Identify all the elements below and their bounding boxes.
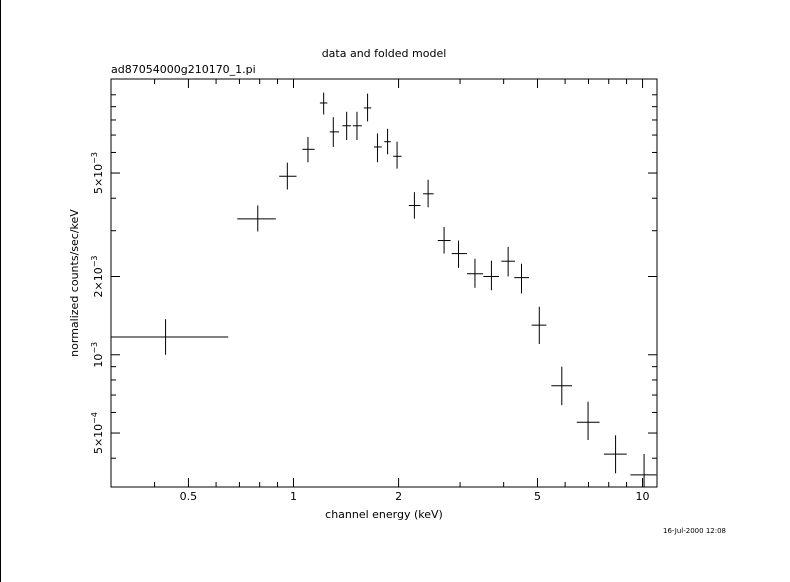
y-tick-exponent: −3 xyxy=(90,255,99,267)
data-point xyxy=(576,401,600,441)
x-tick-label: 10 xyxy=(636,490,650,503)
y-tick-exponent: −3 xyxy=(90,342,99,354)
y-tick-label: 10−3 xyxy=(90,342,105,368)
data-point xyxy=(483,260,500,291)
x-tick-label: 0.5 xyxy=(180,490,198,503)
data-points xyxy=(111,92,657,487)
data-point xyxy=(373,133,382,163)
y-tick-label: 2×10−3 xyxy=(90,255,105,297)
y-tick-mantissa: 5×10 xyxy=(92,164,105,194)
data-point xyxy=(393,141,402,169)
data-point xyxy=(437,227,451,254)
y-tick-mantissa: 10 xyxy=(92,354,105,368)
data-point xyxy=(111,319,229,355)
x-tick-label: 1 xyxy=(290,490,297,503)
data-point xyxy=(408,192,421,219)
chart-subtitle: ad87054000g210170_1.pi xyxy=(111,63,256,76)
y-tick-label: 5×10−4 xyxy=(90,412,105,454)
window-left-border xyxy=(0,0,1,582)
y-tick-exponent: −3 xyxy=(90,152,99,164)
y-axis-label: normalized counts/sec/keV xyxy=(68,209,81,357)
axis-ticks xyxy=(110,79,657,487)
data-point xyxy=(630,454,657,487)
data-point xyxy=(279,162,297,190)
y-tick-mantissa: 2×10 xyxy=(92,267,105,297)
data-point xyxy=(352,111,362,140)
x-tick-label: 5 xyxy=(534,490,541,503)
data-point xyxy=(423,179,434,208)
y-tick-mantissa: 5×10 xyxy=(92,424,105,454)
y-tick-label: 5×10−3 xyxy=(90,152,105,194)
data-point xyxy=(514,263,530,294)
x-tick-labels: 0.5 1 2 5 10 xyxy=(180,490,650,503)
chart-title: data and folded model xyxy=(322,47,447,60)
data-point xyxy=(501,246,515,277)
data-point xyxy=(466,258,483,288)
y-tick-labels: 5×10−410−32×10−35×10−3 xyxy=(90,152,105,454)
data-point xyxy=(363,93,372,122)
x-tick-label: 2 xyxy=(395,490,402,503)
y-tick-exponent: −4 xyxy=(90,412,99,424)
data-point xyxy=(384,128,391,155)
data-point xyxy=(531,306,547,345)
data-point xyxy=(451,240,467,268)
data-point xyxy=(237,205,276,232)
data-point xyxy=(342,111,351,140)
timestamp: 16-Jul-2000 12:08 xyxy=(663,527,726,535)
plot-frame xyxy=(110,78,658,488)
data-point xyxy=(319,92,328,115)
data-point xyxy=(329,117,340,147)
data-point xyxy=(551,366,573,406)
data-point xyxy=(603,435,627,474)
x-axis-label: channel energy (keV) xyxy=(325,508,443,521)
data-point xyxy=(302,137,315,163)
